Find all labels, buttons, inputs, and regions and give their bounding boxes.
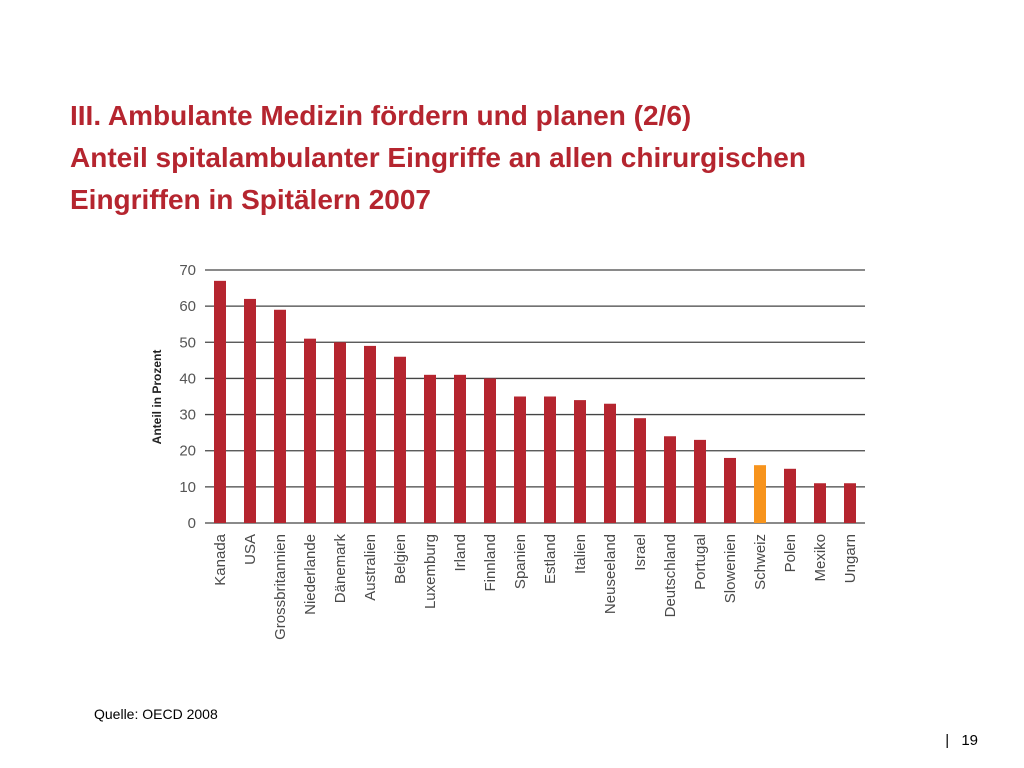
bar-irland bbox=[454, 374, 466, 523]
bar-finnland bbox=[484, 378, 496, 523]
bar-polen bbox=[784, 468, 796, 523]
x-category-label: Portugal bbox=[692, 534, 709, 590]
title-line-3: Eingriffen in Spitälern 2007 bbox=[70, 184, 431, 215]
title-line-2: Anteil spitalambulanter Eingriffe an all… bbox=[70, 142, 806, 173]
title-line-1: III. Ambulante Medizin fördern und plane… bbox=[70, 100, 692, 131]
x-category-label: Dänemark bbox=[332, 534, 349, 604]
bar-belgien bbox=[394, 356, 406, 523]
bar-usa bbox=[244, 298, 256, 523]
x-category-label: Irland bbox=[452, 534, 469, 572]
y-tick-label: 0 bbox=[188, 515, 196, 532]
x-category-label: Mexiko bbox=[812, 534, 829, 582]
y-tick-label: 10 bbox=[179, 479, 196, 496]
x-category-label: Schweiz bbox=[752, 534, 769, 590]
x-category-label: Deutschland bbox=[662, 534, 679, 617]
x-category-label: Polen bbox=[782, 534, 799, 572]
bar-dänemark bbox=[334, 342, 346, 523]
bar-portugal bbox=[694, 439, 706, 523]
y-axis-label: Anteil in Prozent bbox=[150, 350, 164, 445]
x-category-label: Niederlande bbox=[302, 534, 319, 615]
y-tick-label: 70 bbox=[179, 262, 196, 279]
x-category-label: Neuseeland bbox=[602, 534, 619, 614]
bar-kanada bbox=[214, 280, 226, 523]
y-tick-label: 20 bbox=[179, 443, 196, 460]
bar-niederlande bbox=[304, 338, 316, 523]
bar-italien bbox=[574, 400, 586, 523]
y-tick-label: 60 bbox=[179, 298, 196, 315]
bar-deutschland bbox=[664, 436, 676, 523]
y-tick-label: 50 bbox=[179, 334, 196, 351]
x-category-label: Kanada bbox=[212, 533, 229, 585]
y-tick-label: 40 bbox=[179, 370, 196, 387]
x-category-label: Israel bbox=[632, 534, 649, 571]
page-separator: | bbox=[945, 732, 950, 749]
bar-israel bbox=[634, 418, 646, 523]
x-category-label: Australien bbox=[362, 534, 379, 601]
x-category-label: Grossbritannien bbox=[272, 534, 289, 640]
bar-australien bbox=[364, 345, 376, 523]
x-category-label: Finnland bbox=[482, 534, 499, 592]
y-tick-label: 30 bbox=[179, 407, 196, 424]
bar-estland bbox=[544, 396, 556, 523]
bar-schweiz bbox=[754, 465, 766, 523]
bar-luxemburg bbox=[424, 374, 436, 523]
bar-neuseeland bbox=[604, 403, 616, 523]
page-number: 19 bbox=[961, 732, 978, 749]
x-category-label: Slowenien bbox=[722, 534, 739, 603]
x-category-label: Spanien bbox=[512, 534, 529, 589]
x-category-label: Italien bbox=[572, 534, 589, 574]
bar-ungarn bbox=[844, 483, 856, 523]
bar-grossbritannien bbox=[274, 309, 286, 523]
x-category-label: Estland bbox=[542, 534, 559, 584]
x-category-label: Ungarn bbox=[842, 534, 859, 583]
slide-title: III. Ambulante Medizin fördern und plane… bbox=[70, 95, 1000, 221]
bar-slowenien bbox=[724, 457, 736, 523]
x-category-label: USA bbox=[242, 534, 259, 565]
x-category-label: Luxemburg bbox=[422, 534, 439, 609]
bar-mexiko bbox=[814, 483, 826, 523]
source-note: Quelle: OECD 2008 bbox=[94, 706, 218, 722]
x-category-label: Belgien bbox=[392, 534, 409, 584]
bar-spanien bbox=[514, 396, 526, 523]
page-number-area: | 19 bbox=[945, 732, 978, 749]
